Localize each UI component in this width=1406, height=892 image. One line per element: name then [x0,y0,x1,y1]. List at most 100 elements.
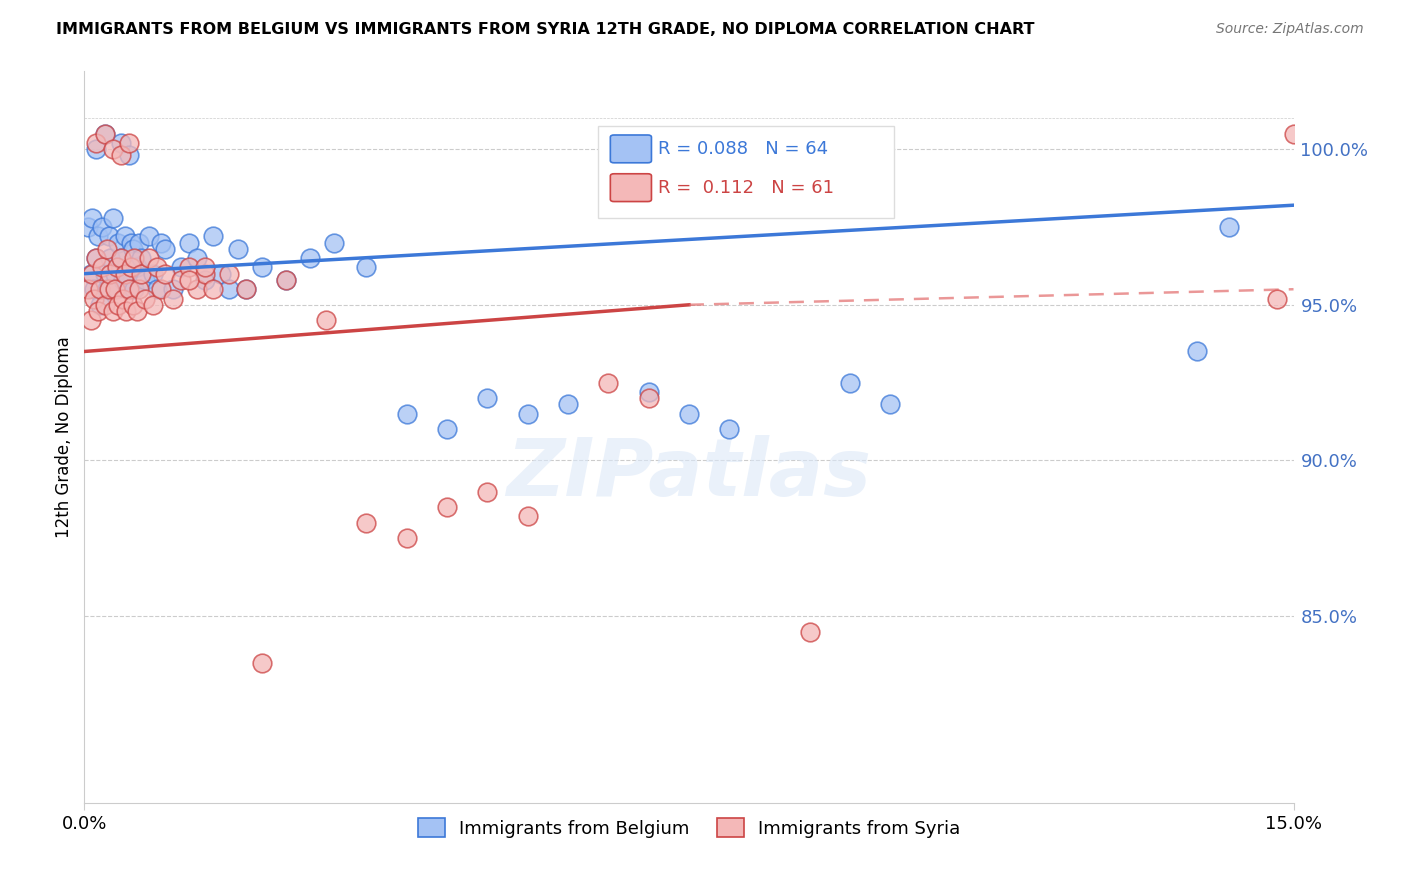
Point [250,260,273,275]
Point [235,282,257,296]
Point [121,298,143,312]
Text: R =  0.112   N = 61: R = 0.112 N = 61 [658,178,834,196]
Point [120,235,142,250]
Point [120,260,142,275]
Point [194,260,217,275]
Point [142,298,165,312]
Point [250,656,273,670]
Point [87,304,110,318]
Point [153,267,176,281]
Point [299,251,322,265]
Point [112,292,135,306]
Point [516,509,538,524]
Point [323,235,346,250]
Point [179,235,201,250]
Text: Source: ZipAtlas.com: Source: ZipAtlas.com [1216,22,1364,37]
Point [110,251,132,265]
Point [149,282,172,296]
Point [83,292,105,306]
Point [82,211,104,225]
Text: IMMIGRANTS FROM BELGIUM VS IMMIGRANTS FROM SYRIA 12TH GRADE, NO DIPLOMA CORRELAT: IMMIGRANTS FROM BELGIUM VS IMMIGRANTS FR… [56,22,1035,37]
Point [83,282,105,296]
Point [80,313,103,327]
Point [121,242,143,256]
Point [138,229,160,244]
Point [516,407,538,421]
Point [118,282,141,296]
Point [134,292,156,306]
Point [107,235,129,250]
Point [356,260,378,275]
Point [114,229,136,244]
Point [125,260,148,275]
Point [879,397,901,411]
Point [91,260,114,275]
Point [110,136,132,150]
Point [86,142,108,156]
Text: R = 0.088   N = 64: R = 0.088 N = 64 [658,140,828,158]
Point [104,267,127,281]
Point [87,229,110,244]
Point [170,260,193,275]
Point [118,136,141,150]
Point [274,273,297,287]
Point [80,267,103,281]
Point [93,298,115,312]
Point [557,397,579,411]
Point [436,422,458,436]
Point [218,267,240,281]
Point [101,142,124,156]
Point [678,407,700,421]
Point [98,251,121,265]
Point [96,282,118,296]
Point [104,282,127,296]
Point [179,273,201,287]
Point [101,211,124,225]
Point [315,313,337,327]
Point [114,267,136,281]
Point [125,304,148,318]
Point [1185,344,1208,359]
Point [91,219,114,234]
Point [598,376,620,390]
Point [82,267,104,281]
Point [142,267,165,281]
Point [93,127,115,141]
Point [356,516,378,530]
Point [77,219,100,234]
Point [218,282,240,296]
Point [186,282,208,296]
Point [134,273,156,287]
Point [115,267,138,281]
Point [86,251,108,265]
Point [89,298,111,312]
Point [718,422,741,436]
Point [89,282,111,296]
Point [115,304,138,318]
Point [86,136,108,150]
Point [105,260,128,275]
Point [637,384,659,399]
Point [124,251,146,265]
Point [96,242,118,256]
Point [146,282,169,296]
Point [77,282,100,296]
Point [395,407,418,421]
Point [226,242,249,256]
Point [138,251,160,265]
Point [86,251,108,265]
Point [202,229,225,244]
Point [637,391,659,405]
Point [162,282,184,296]
Point [162,292,184,306]
Point [93,267,115,281]
Point [395,531,418,545]
Point [118,148,141,162]
Point [124,282,146,296]
Point [107,298,129,312]
Point [477,484,499,499]
Point [477,391,499,405]
Point [186,251,208,265]
Point [98,267,121,281]
Point [93,127,115,141]
